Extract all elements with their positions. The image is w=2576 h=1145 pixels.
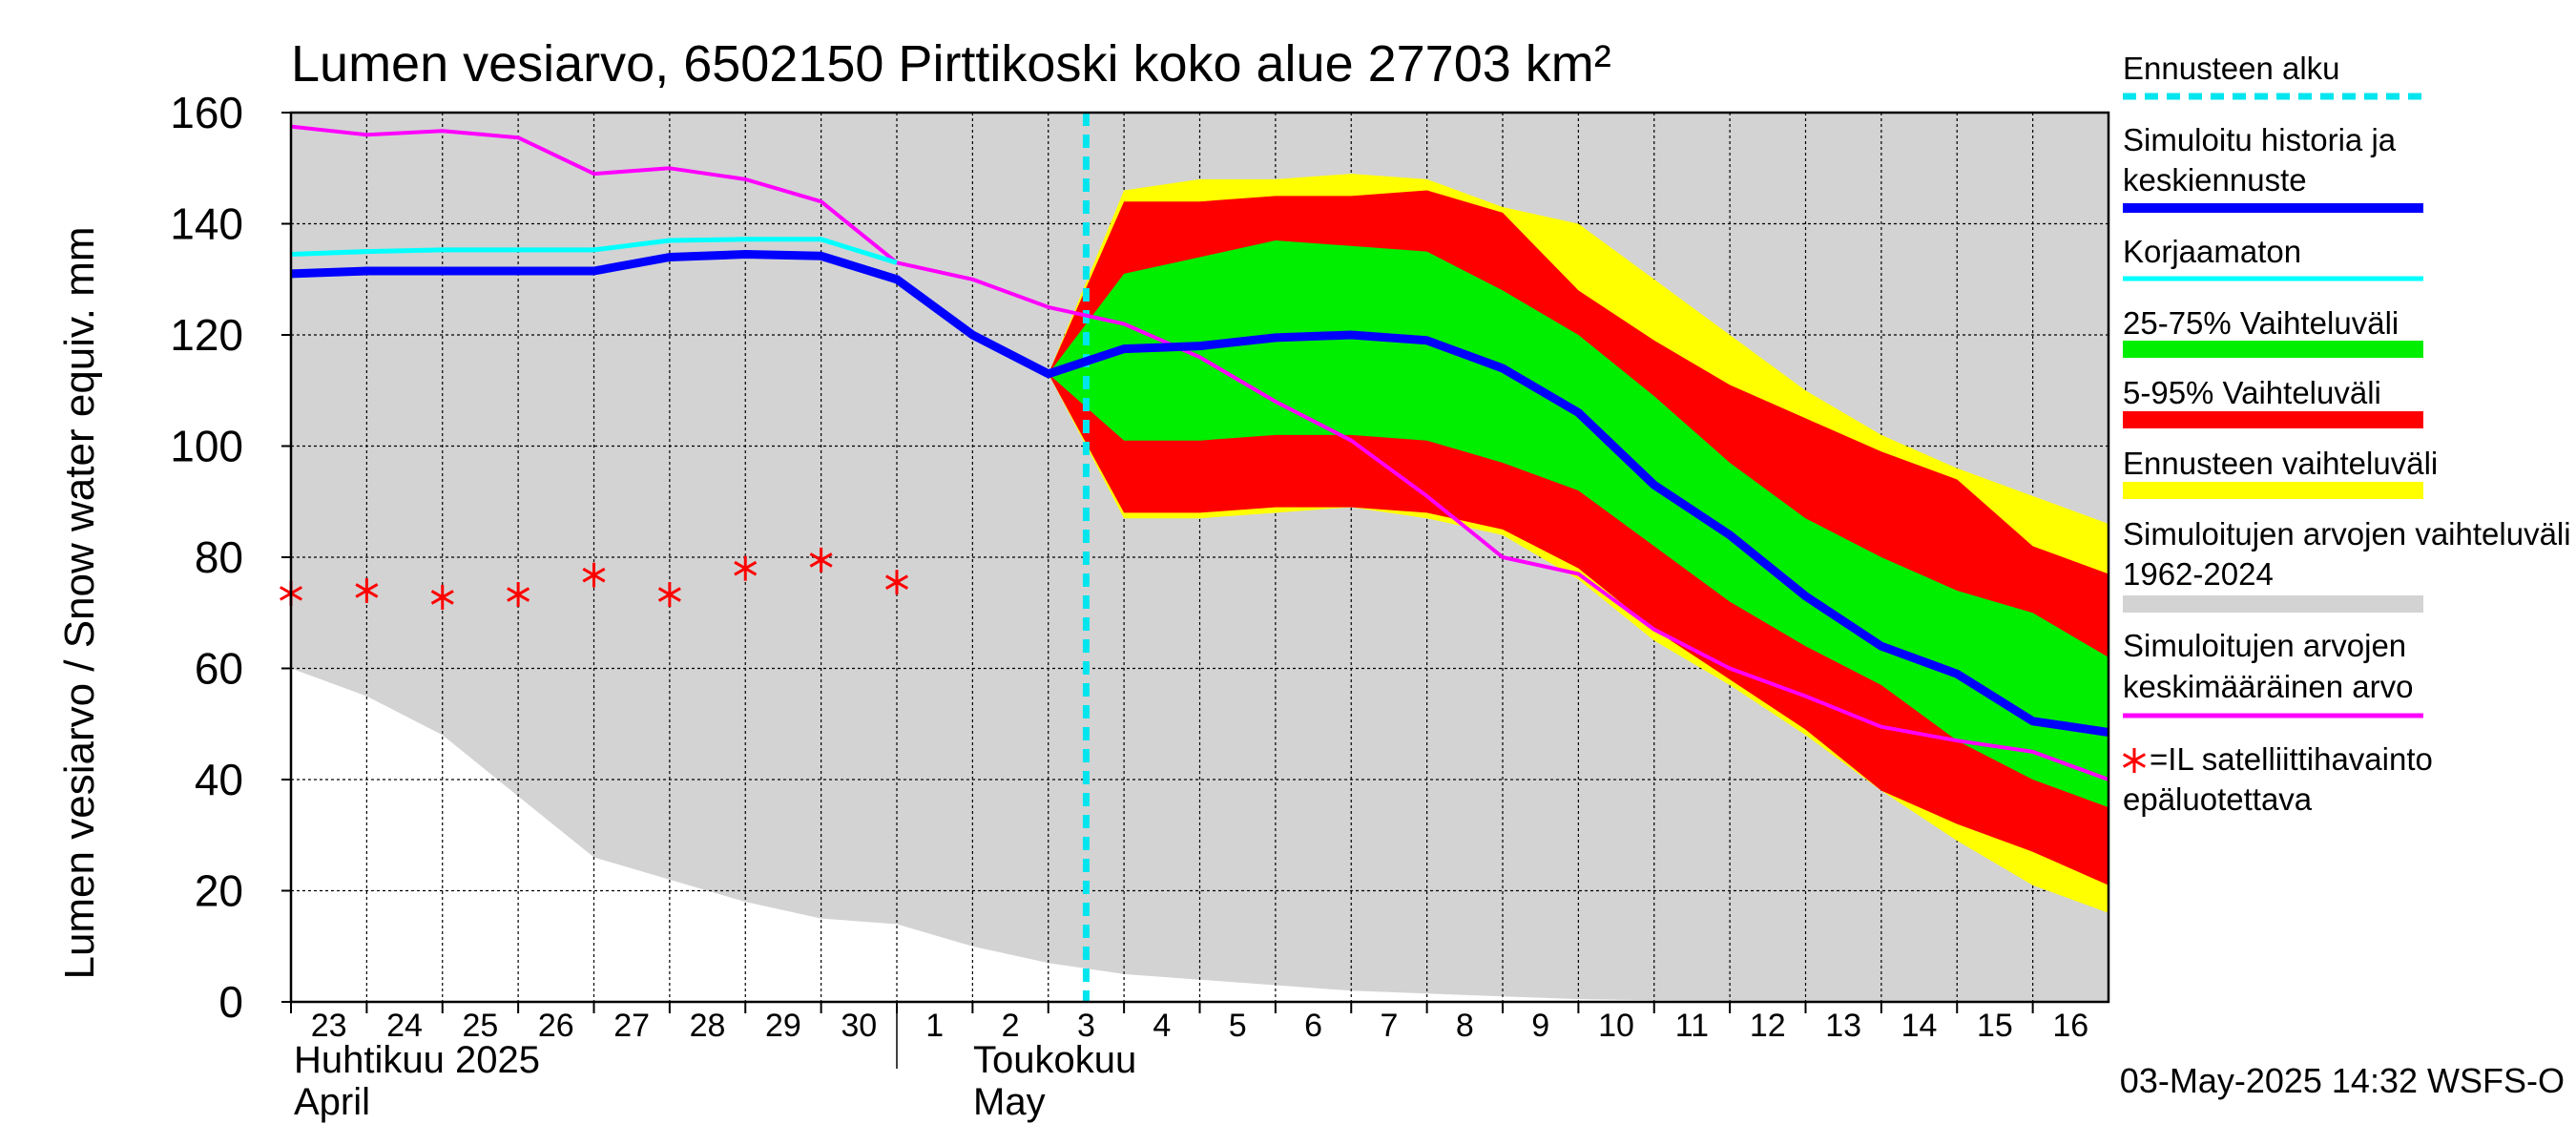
legend-item: Ennusteen alku [2123,51,2423,100]
legend: Ennusteen alku Simuloitu historia ja keski… [2122,51,2571,817]
x-tick-label: 28 [690,1008,726,1044]
legend-item: 5-95% Vaihteluväli [2123,375,2423,428]
timestamp: 03-May-2025 14:32 WSFS-O [2120,1061,2565,1100]
satellite-point [657,582,681,608]
x-tick-label: 5 [1229,1008,1247,1044]
y-tick-label: 20 [195,866,243,916]
x-tick-label: 10 [1598,1008,1634,1044]
satellite-point [884,570,909,595]
legend-label: Korjaamaton [2123,234,2301,269]
legend-item: Korjaamaton [2123,234,2423,281]
x-tick-label: 16 [2052,1008,2088,1044]
legend-label: Simuloitujen arvojen [2123,628,2406,663]
y-tick-label: 120 [170,310,243,360]
y-tick-label: 160 [170,88,243,137]
plot-area [279,113,2109,1002]
legend-label: Simuloitu historia ja [2123,122,2397,157]
x-tick-label: 27 [613,1008,650,1044]
x-tick-label: 11 [1675,1008,1709,1044]
y-tick-label: 80 [195,532,243,582]
satellite-point [809,547,833,572]
x-tick-label: 12 [1750,1008,1786,1044]
x-tick-label: 9 [1531,1008,1549,1044]
x-tick-label: 13 [1825,1008,1861,1044]
x-tick-label: 14 [1901,1008,1938,1044]
legend-label: 25-75% Vaihteluväli [2123,305,2399,341]
x-tick-label: 1 [925,1008,944,1044]
month-label-april-en: April [294,1081,370,1123]
x-tick-label: 4 [1153,1008,1171,1044]
satellite-point [430,584,454,610]
simulated-history-forecast-line [290,250,2109,737]
legend-label: 1962-2024 [2123,556,2274,592]
legend-item: =IL satelliittihavainto epäluotettava [2122,741,2433,817]
legend-label: Ennusteen vaihteluväli [2123,446,2438,481]
satellite-point [507,582,530,608]
legend-label: Simuloitujen arvojen vaihteluväli [2123,516,2571,552]
y-tick-label: 60 [195,644,243,694]
month-label-may-fi: Toukokuu [973,1039,1136,1081]
x-tick-label: 23 [311,1008,347,1044]
x-tick-label: 3 [1077,1008,1095,1044]
legend-label: =IL satelliittihavainto [2150,741,2433,777]
band-25-75 [1048,240,2109,808]
x-tick-label: 25 [463,1008,499,1044]
y-tick-label: 100 [170,422,243,471]
x-tick-label: 24 [386,1008,423,1044]
legend-label: Ennusteen alku [2123,51,2340,86]
x-tick-label: 30 [841,1008,877,1044]
legend-label: 5-95% Vaihteluväli [2123,375,2381,410]
legend-item: 25-75% Vaihteluväli [2123,305,2423,358]
x-tick-label: 7 [1380,1008,1398,1044]
x-tick-label: 6 [1304,1008,1322,1044]
y-tick-label: 0 [218,977,243,1027]
mean-simulated-line [290,124,2109,781]
satellite-point [582,562,606,588]
legend-item: Simuloitu historia ja keskiennuste [2123,122,2423,213]
satellite-point [355,577,379,603]
satellite-point [734,555,758,581]
y-tick-label: 140 [170,199,243,249]
y-tick-label: 40 [195,755,243,804]
legend-item: Ennusteen vaihteluväli [2123,446,2438,499]
x-tick-label: 2 [1002,1008,1020,1044]
month-label-may-en: May [973,1081,1046,1123]
chart-title: Lumen vesiarvo, 6502150 Pirttikoski koko… [291,35,1611,93]
legend-label: keskimääräinen arvo [2123,669,2413,704]
legend-label: epäluotettava [2123,781,2313,817]
x-tick-label: 26 [538,1008,574,1044]
x-tick-label: 29 [765,1008,801,1044]
legend-star-icon [2122,748,2147,773]
legend-item: Simuloitujen arvojen vaihteluväli 1962-20… [2123,516,2571,613]
y-axis-label: Lumen vesiarvo / Snow water equiv. mm [56,226,103,979]
x-tick-label: 15 [1977,1008,2013,1044]
month-label-april-fi: Huhtikuu 2025 [294,1039,540,1081]
legend-label: keskiennuste [2123,162,2307,198]
uncorrected-line [290,237,898,265]
x-tick-label: 8 [1456,1008,1474,1044]
legend-item: Simuloitujen arvojen keskimääräinen arvo [2123,628,2423,718]
